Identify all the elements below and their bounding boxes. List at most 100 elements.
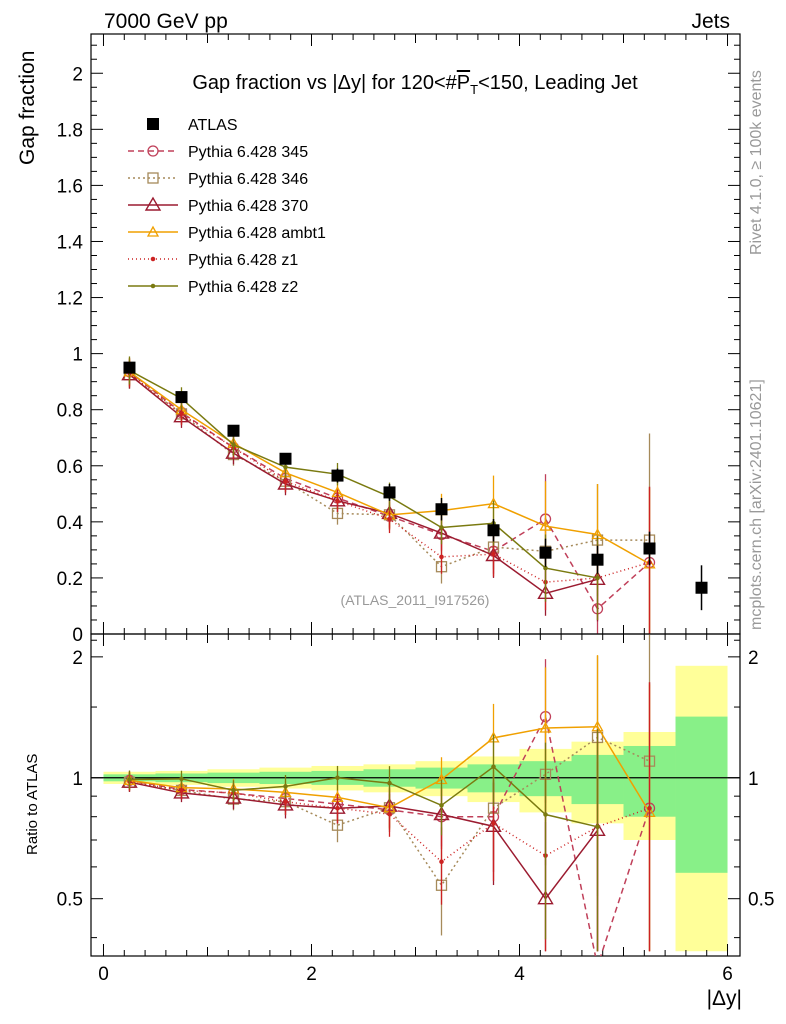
title-part-main: Gap fraction vs |Δy| for 120<# — [192, 72, 457, 94]
series-point — [543, 565, 548, 571]
y-tick-label: 0.2 — [57, 569, 83, 590]
series-point — [335, 498, 340, 504]
ratio-point — [231, 787, 236, 793]
title-part-p: P — [457, 72, 470, 94]
ratio-point — [387, 780, 392, 786]
series-point — [595, 575, 600, 581]
category-label: Jets — [691, 10, 730, 33]
legend-marker — [146, 225, 160, 237]
mcplots-label: mcplots.cern.ch [arXiv:2401.10621] — [748, 379, 765, 630]
data-point — [227, 424, 240, 437]
y-tick-label: 1.2 — [57, 289, 83, 310]
data-point — [175, 391, 188, 404]
legend-label: Pythia 6.428 370 — [188, 198, 308, 215]
data-point — [487, 524, 500, 537]
ratio-point — [539, 721, 552, 733]
series-point — [491, 551, 496, 557]
series-line — [129, 371, 650, 565]
series-line — [129, 374, 650, 568]
y-tick-label: 1 — [72, 345, 83, 366]
ratio-point — [647, 805, 652, 811]
y-tick-label: 2 — [72, 64, 83, 85]
data-point — [279, 452, 292, 465]
ratio-point — [283, 784, 288, 789]
y-tick-label: 1.6 — [57, 176, 83, 197]
series-point — [179, 411, 184, 417]
ratio-point — [335, 805, 340, 811]
legend-label: Pythia 6.428 ambt1 — [188, 225, 326, 242]
legend-label: Pythia 6.428 z1 — [188, 252, 298, 269]
y-tick-label: 0.8 — [57, 401, 83, 422]
ratio-y-axis-label: Ratio to ATLAS — [24, 754, 41, 855]
ratio-point — [439, 803, 444, 808]
series-point — [539, 519, 552, 531]
ratio-point — [179, 776, 184, 782]
legend: ATLAS Pythia 6.428 345 Pythia 6.428 346 Pyt… — [128, 117, 326, 296]
rivet-label: Rivet 4.1.0, ≥ 100k events — [748, 70, 765, 255]
ratio-series-line — [129, 765, 598, 828]
y-tick-label: 0.4 — [57, 513, 84, 534]
data-point — [435, 503, 448, 516]
title-part-sub: T — [470, 82, 478, 97]
legend-label: Pythia 6.428 345 — [188, 144, 308, 161]
y-tick-label: 0 — [72, 625, 83, 646]
x-tick-label: 2 — [306, 964, 317, 985]
ratio-point — [491, 821, 496, 826]
main-series-group — [121, 356, 708, 634]
legend-marker — [147, 145, 159, 157]
x-tick-label: 4 — [514, 964, 525, 985]
y-axis-label: Gap fraction — [16, 51, 39, 165]
data-point — [331, 469, 344, 482]
legend-marker — [150, 283, 156, 289]
ratio-tick-label: 2 — [72, 648, 83, 669]
series-line — [129, 371, 651, 610]
series-line — [129, 372, 650, 583]
data-point — [591, 553, 604, 566]
plot-title: Gap fraction vs |Δy| for 120<#PT<150, Le… — [192, 72, 638, 97]
legend-marker — [147, 172, 159, 184]
analysis-id: (ATLAS_2011_I917526) — [341, 592, 490, 608]
ratio-tick-label: 0.5 — [57, 890, 83, 911]
series-line — [129, 374, 598, 595]
legend-label: Pythia 6.428 z2 — [188, 279, 298, 296]
x-axis-label: |Δy| — [707, 987, 742, 1010]
series-point — [387, 516, 392, 522]
data-point — [643, 542, 656, 555]
ratio-point — [283, 799, 288, 804]
ratio-point — [491, 764, 496, 770]
data-point — [539, 546, 552, 559]
y-tick-label: 1.8 — [57, 120, 83, 141]
data-point — [383, 486, 396, 499]
main-plot: 0 0.2 0.4 0.6 0.8 1 1.2 1.4 1.6 1.8 2 — [57, 33, 741, 646]
ratio-bands — [103, 665, 728, 952]
ratio-point — [127, 777, 132, 782]
legend-label: Pythia 6.428 346 — [188, 171, 308, 188]
ratio-point — [543, 812, 548, 817]
y-tick-label: 1.4 — [57, 232, 84, 253]
ratio-point — [595, 824, 600, 830]
y-tick-label: 0.6 — [57, 457, 83, 478]
ratio-series-line — [129, 781, 599, 900]
series-point — [231, 442, 236, 448]
ratio-point — [179, 788, 184, 793]
legend-marker — [147, 118, 159, 130]
series-point — [283, 478, 288, 484]
ratio-tick-label-right: 2 — [748, 648, 759, 669]
ratio-band-inner — [675, 716, 728, 873]
x-tick-label: 0 — [98, 964, 109, 985]
ratio-series-group — [121, 634, 656, 971]
legend-label: ATLAS — [188, 117, 238, 134]
series-point — [439, 525, 444, 530]
data-point — [695, 581, 708, 594]
title-part-end: <150, Leading Jet — [478, 72, 638, 94]
ratio-plot: 0 2 4 6 0.5 0.5 1 1 2 2 — [57, 633, 774, 985]
legend-marker — [144, 196, 162, 211]
series-point — [439, 554, 444, 560]
ratio-point — [593, 961, 603, 971]
x-tick-label: 6 — [722, 964, 733, 985]
series-point — [283, 464, 288, 470]
energy-label: 7000 GeV pp — [104, 10, 228, 33]
ratio-tick-label: 1 — [72, 769, 83, 790]
series-line — [129, 369, 598, 579]
